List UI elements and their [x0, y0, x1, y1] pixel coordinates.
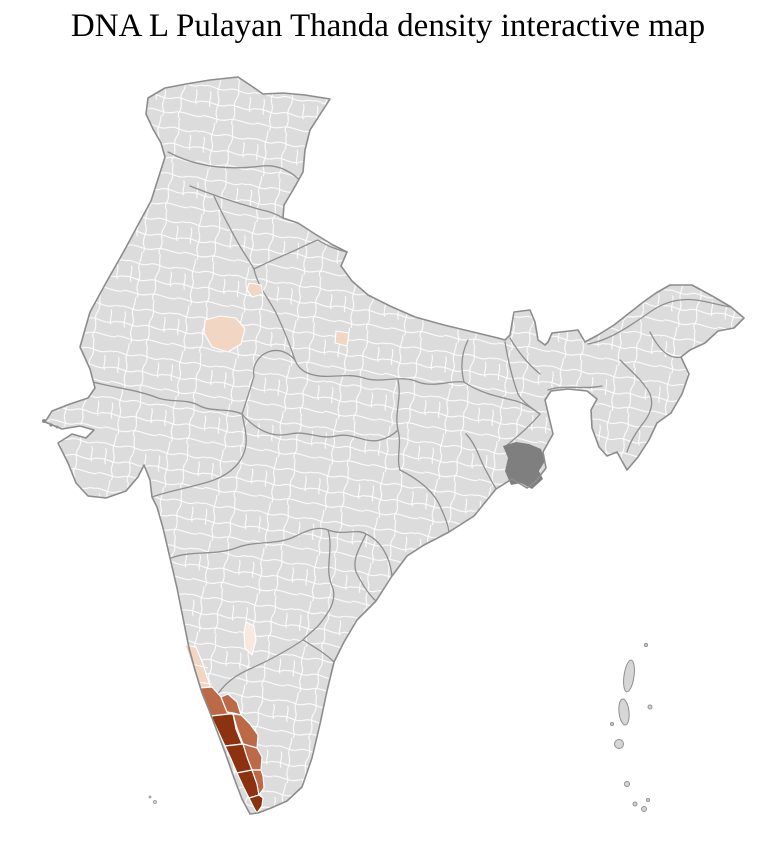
district-punjab-low[interactable] [246, 282, 264, 298]
district-interior-karnataka-very-low[interactable] [243, 621, 257, 656]
kerala-density-districts[interactable] [198, 686, 265, 814]
sundarbans-dark-district[interactable] [503, 442, 545, 489]
district-uttar-pradesh-low[interactable] [334, 330, 350, 347]
district-boundaries-texture [45, 77, 744, 814]
district-rajasthan-low[interactable] [203, 315, 246, 353]
andaman-nicobar-islands[interactable] [610, 643, 653, 812]
lakshadweep-islands[interactable] [148, 795, 157, 804]
kerala-district-medium-5[interactable] [251, 769, 265, 796]
kerala-district-high-1[interactable] [210, 713, 243, 747]
kerala-district-medium-3[interactable] [232, 713, 259, 749]
coastal-karnataka-divider [191, 663, 213, 685]
map-title: DNA L Pulayan Thanda density interactive… [70, 8, 706, 44]
kerala-district-high-4[interactable] [248, 794, 264, 814]
